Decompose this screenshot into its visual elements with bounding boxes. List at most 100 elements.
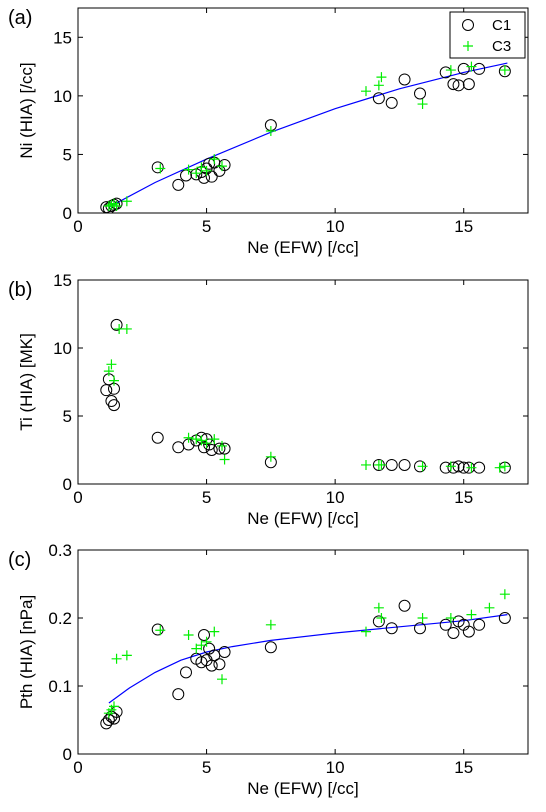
data-point-c1 bbox=[414, 87, 426, 100]
data-point-c1 bbox=[151, 161, 164, 174]
panel-label: (a) bbox=[8, 7, 32, 29]
plot-area bbox=[100, 318, 511, 474]
data-point-c3 bbox=[466, 61, 477, 72]
data-point-c1 bbox=[385, 458, 398, 471]
data-point-c3 bbox=[196, 435, 207, 446]
data-point-c3 bbox=[376, 72, 387, 83]
data-point-c3 bbox=[201, 438, 212, 449]
data-point-c1 bbox=[414, 622, 426, 635]
fit-curve bbox=[108, 614, 508, 704]
data-point-c1 bbox=[180, 666, 192, 679]
axes-box bbox=[77, 7, 529, 214]
fit-curve bbox=[108, 62, 508, 208]
x-axis-label: Ne (EFW) [/cc] bbox=[247, 238, 358, 257]
data-point-c3 bbox=[191, 168, 202, 179]
data-point-c3 bbox=[499, 589, 510, 600]
y-tick-label: 10 bbox=[53, 87, 72, 106]
data-point-c1 bbox=[462, 625, 475, 638]
data-point-c3 bbox=[373, 80, 384, 91]
data-point-c1 bbox=[198, 629, 210, 641]
x-tick-label: 15 bbox=[454, 758, 473, 777]
data-point-c3 bbox=[484, 602, 495, 613]
data-point-c3 bbox=[121, 323, 132, 334]
data-point-c3 bbox=[191, 434, 202, 445]
data-point-c3 bbox=[196, 640, 207, 651]
data-point-c1 bbox=[372, 92, 385, 105]
data-point-c3 bbox=[445, 613, 456, 623]
panel-label: (c) bbox=[8, 549, 31, 571]
y-tick-label: 5 bbox=[63, 407, 72, 426]
y-tick-label: 15 bbox=[53, 271, 72, 290]
data-point-c3 bbox=[417, 613, 428, 623]
data-point-c3 bbox=[121, 650, 132, 661]
data-point-c3 bbox=[466, 462, 477, 473]
legend-marker-c1 bbox=[462, 19, 474, 31]
data-point-c1 bbox=[398, 458, 411, 471]
data-point-c1 bbox=[447, 78, 460, 91]
y-axis-label: Pth (HIA) [nPa] bbox=[17, 595, 36, 709]
data-point-c1 bbox=[218, 158, 231, 171]
y-tick-label: 0 bbox=[63, 745, 72, 764]
y-tick-label: 15 bbox=[53, 28, 72, 47]
data-point-c3 bbox=[361, 86, 371, 97]
data-point-c3 bbox=[196, 162, 207, 173]
x-tick-label: 5 bbox=[202, 758, 211, 777]
axes-box bbox=[77, 279, 529, 485]
data-point-c3 bbox=[201, 636, 212, 647]
data-point-c3 bbox=[417, 99, 428, 110]
data-point-c1 bbox=[462, 78, 475, 91]
data-point-c1 bbox=[151, 623, 164, 636]
y-tick-label: 0.2 bbox=[48, 609, 72, 628]
data-point-c1 bbox=[105, 395, 118, 408]
plot-area bbox=[100, 589, 511, 730]
data-point-c3 bbox=[209, 626, 220, 637]
x-tick-label: 15 bbox=[454, 488, 473, 507]
data-point-c1 bbox=[457, 62, 470, 75]
x-tick-label: 5 bbox=[202, 217, 211, 236]
data-point-c3 bbox=[109, 701, 119, 712]
data-point-c3 bbox=[217, 440, 227, 451]
data-point-c3 bbox=[376, 459, 387, 470]
data-point-c1 bbox=[218, 646, 231, 658]
x-tick-label: 0 bbox=[73, 758, 82, 777]
data-point-c1 bbox=[198, 171, 210, 184]
data-point-c3 bbox=[111, 653, 122, 664]
data-point-c3 bbox=[265, 619, 276, 630]
data-point-c3 bbox=[106, 359, 117, 370]
data-point-c1 bbox=[100, 384, 113, 397]
data-point-c3 bbox=[499, 65, 510, 76]
data-point-c3 bbox=[109, 198, 119, 209]
data-point-c1 bbox=[172, 441, 185, 454]
data-point-c3 bbox=[373, 602, 384, 613]
x-axis-label: Ne (EFW) [/cc] bbox=[247, 779, 358, 798]
data-point-c3 bbox=[201, 165, 212, 176]
data-point-c1 bbox=[439, 618, 452, 631]
data-point-c3 bbox=[209, 154, 220, 165]
data-point-c3 bbox=[361, 459, 371, 470]
data-point-c3 bbox=[466, 609, 477, 620]
data-point-c1 bbox=[473, 62, 486, 75]
data-point-c3 bbox=[121, 196, 132, 207]
data-point-c3 bbox=[445, 461, 456, 472]
data-point-c1 bbox=[439, 66, 452, 79]
data-point-c1 bbox=[218, 442, 231, 455]
data-point-c1 bbox=[213, 442, 226, 455]
data-point-c3 bbox=[209, 434, 220, 445]
data-point-c1 bbox=[213, 658, 226, 671]
data-point-c3 bbox=[361, 626, 371, 637]
data-point-c1 bbox=[205, 170, 218, 183]
y-tick-label: 10 bbox=[53, 339, 72, 358]
panel-1: 0 5 10 15 0 5 10 15 Ne (EFW) [/cc] Ni (HIA) [/cc]… bbox=[8, 7, 529, 257]
data-point-c3 bbox=[183, 432, 194, 443]
data-point-c1 bbox=[151, 431, 164, 444]
panel-2: 0 5 10 15 0 5 10 15 Ne (EFW) [/cc] Ti (HIA) [MK] (… bbox=[8, 271, 529, 528]
data-point-c3 bbox=[109, 375, 119, 386]
data-point-c3 bbox=[183, 630, 194, 640]
data-point-c1 bbox=[180, 169, 192, 182]
x-tick-label: 0 bbox=[73, 217, 82, 236]
data-point-c1 bbox=[452, 79, 465, 92]
y-axis-label: Ti (HIA) [MK] bbox=[17, 333, 36, 431]
data-point-c1 bbox=[498, 612, 511, 624]
data-point-c3 bbox=[376, 613, 387, 623]
